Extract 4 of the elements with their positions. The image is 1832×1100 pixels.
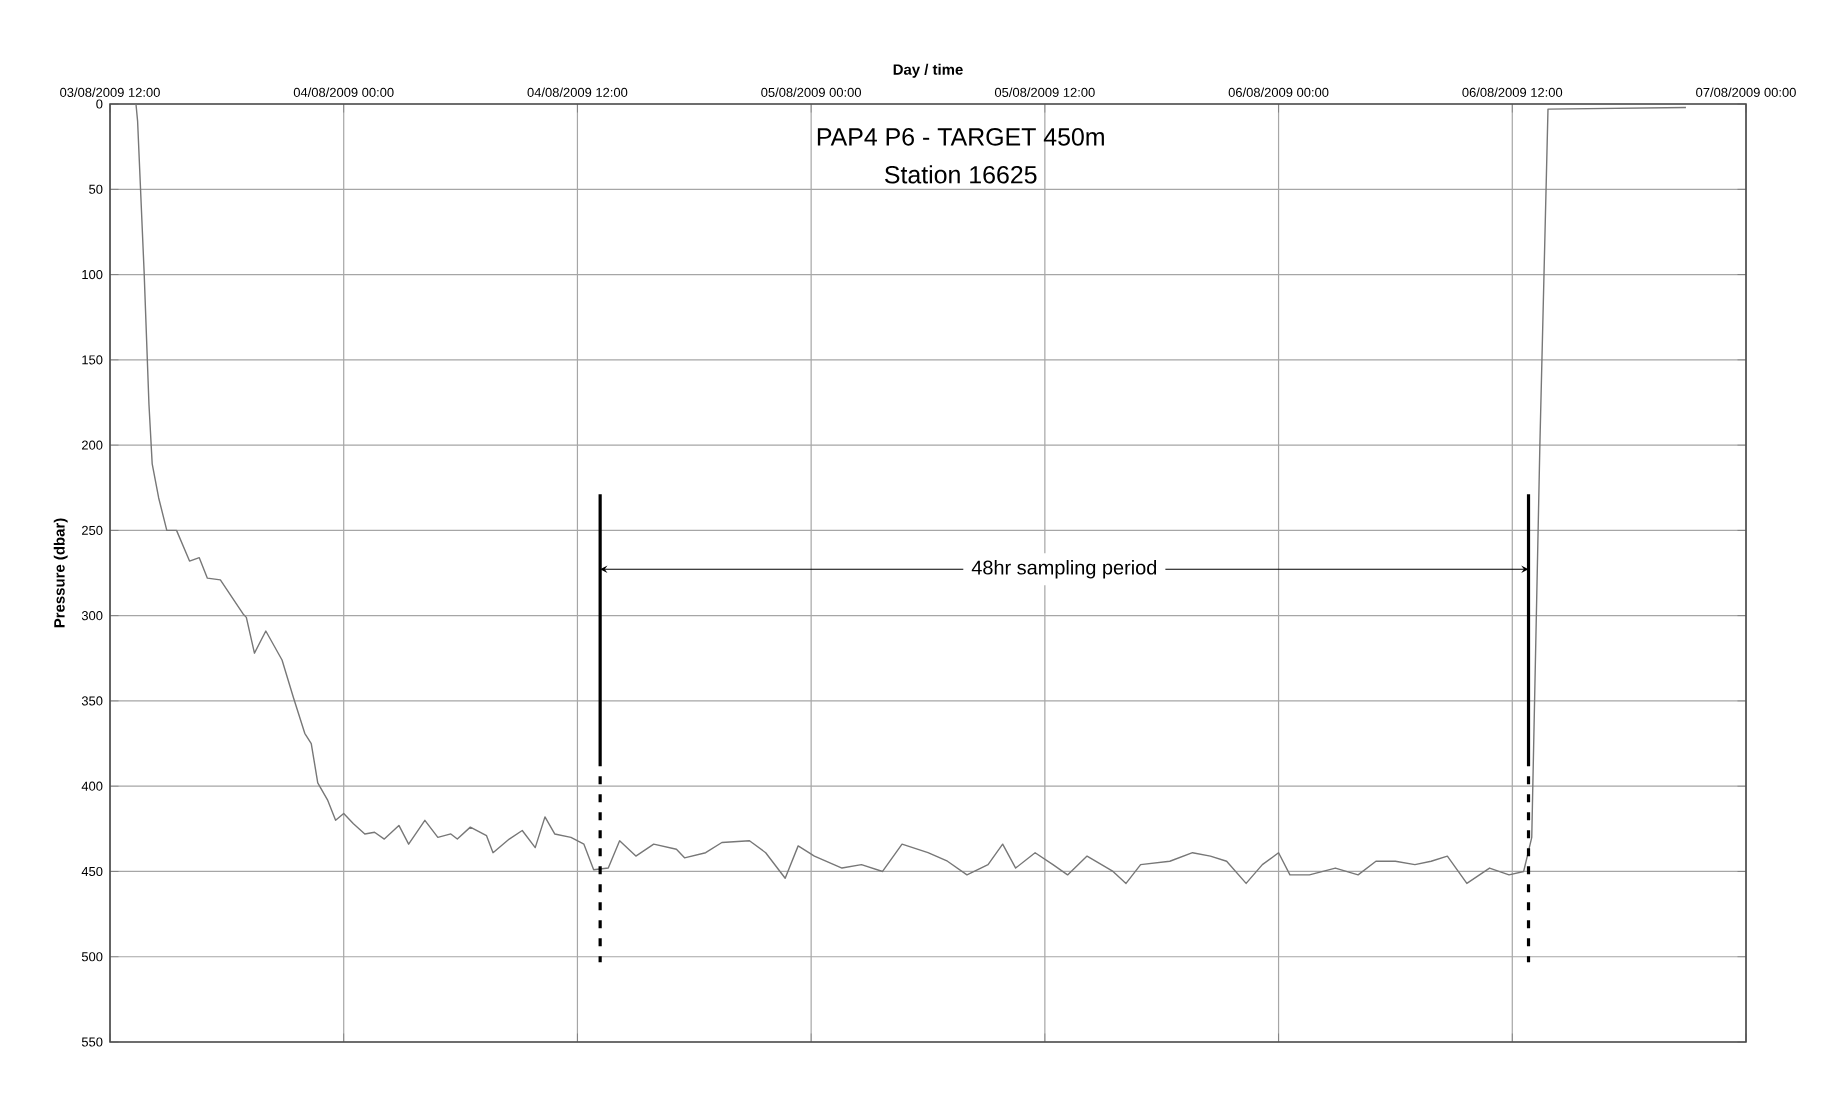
text: Station 16625 [884,165,1037,184]
annotation: 48hr sampling period [971,559,1157,579]
line-series [135,103,1687,885]
text: PAP4 P6 - TARGET 450m [817,128,1104,146]
